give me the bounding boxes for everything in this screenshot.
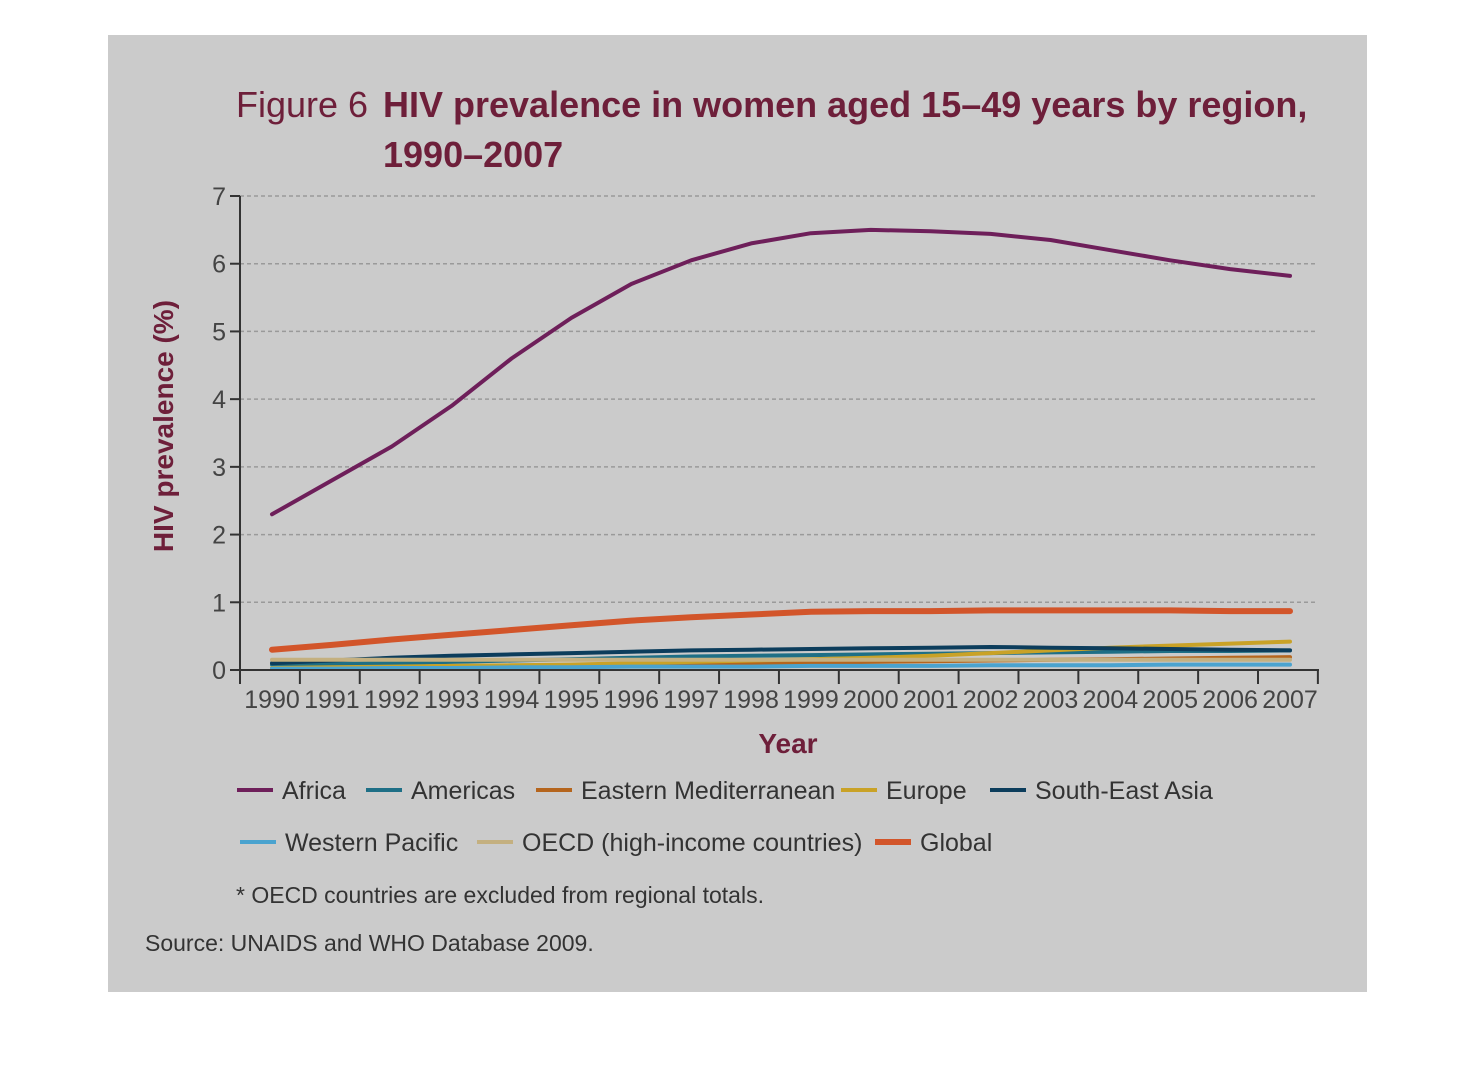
legend: Africa Americas Eastern Mediterranean Europ… [237, 777, 1213, 857]
x-tick-label: 1991 [304, 686, 360, 714]
series-line-south-east-asia [270, 645, 1292, 666]
x-tick-label: 1993 [424, 686, 480, 714]
series-line-africa [270, 227, 1292, 517]
legend-label-eastern-mediterranean: Eastern Mediterranean [581, 777, 835, 805]
x-tick-label: 2003 [1023, 686, 1079, 714]
chart-title-line2: 1990–2007 [383, 134, 563, 175]
legend-label-oecd-high-income-countries: OECD (high-income countries) [522, 829, 862, 857]
x-tick-label: 2007 [1262, 686, 1318, 714]
series-line-western-pacific [270, 662, 1292, 671]
x-tick-label: 1990 [244, 686, 300, 714]
series-line-global [269, 607, 1293, 653]
x-tick-label: 2002 [963, 686, 1019, 714]
series-lines [269, 227, 1293, 671]
x-tick-label: 1996 [603, 686, 659, 714]
x-tick-label: 1995 [544, 686, 600, 714]
source-note: Source: UNAIDS and WHO Database 2009. [145, 930, 594, 956]
y-tick-labels: 0 1 2 3 4 5 6 7 [212, 183, 226, 685]
y-tick-label: 4 [212, 386, 226, 414]
x-tick-label: 2004 [1083, 686, 1139, 714]
x-tick-label: 2001 [903, 686, 959, 714]
x-tick-label: 1992 [364, 686, 420, 714]
y-tick-label: 2 [212, 522, 226, 550]
footnote: * OECD countries are excluded from regio… [236, 882, 764, 908]
x-tick-label: 2005 [1142, 686, 1198, 714]
legend-label-europe: Europe [886, 777, 967, 805]
x-tick-label: 2000 [843, 686, 899, 714]
x-tick-label: 1994 [484, 686, 540, 714]
x-tick-label: 1998 [723, 686, 779, 714]
x-tick-label: 1997 [663, 686, 719, 714]
y-axis-title: HIV prevalence (%) [148, 300, 179, 552]
figure-label: Figure 6 [236, 84, 368, 125]
y-tick-label: 1 [212, 589, 226, 617]
y-tick-label: 7 [212, 183, 226, 211]
legend-label-africa: Africa [282, 777, 346, 805]
x-tick-label: 1999 [783, 686, 839, 714]
legend-label-western-pacific: Western Pacific [285, 829, 458, 857]
series-line-americas [270, 648, 1292, 667]
legend-label-south-east-asia: South-East Asia [1035, 777, 1213, 805]
y-tick-label: 6 [212, 251, 226, 279]
y-tick-label: 0 [212, 657, 226, 685]
x-tick-labels: 1990 1991 1992 1993 1994 1995 1996 1997 1998 1999… [244, 686, 1318, 714]
chart-title-line1: HIV prevalence in women aged 15–49 years… [383, 84, 1307, 125]
axes [230, 195, 1319, 684]
figure-panel [108, 35, 1367, 992]
y-tick-label: 3 [212, 454, 226, 482]
x-tick-label: 2006 [1202, 686, 1258, 714]
y-tick-label: 5 [212, 318, 226, 346]
legend-label-global: Global [920, 829, 992, 857]
legend-label-americas: Americas [411, 777, 515, 805]
x-axis-title: Year [758, 728, 817, 759]
